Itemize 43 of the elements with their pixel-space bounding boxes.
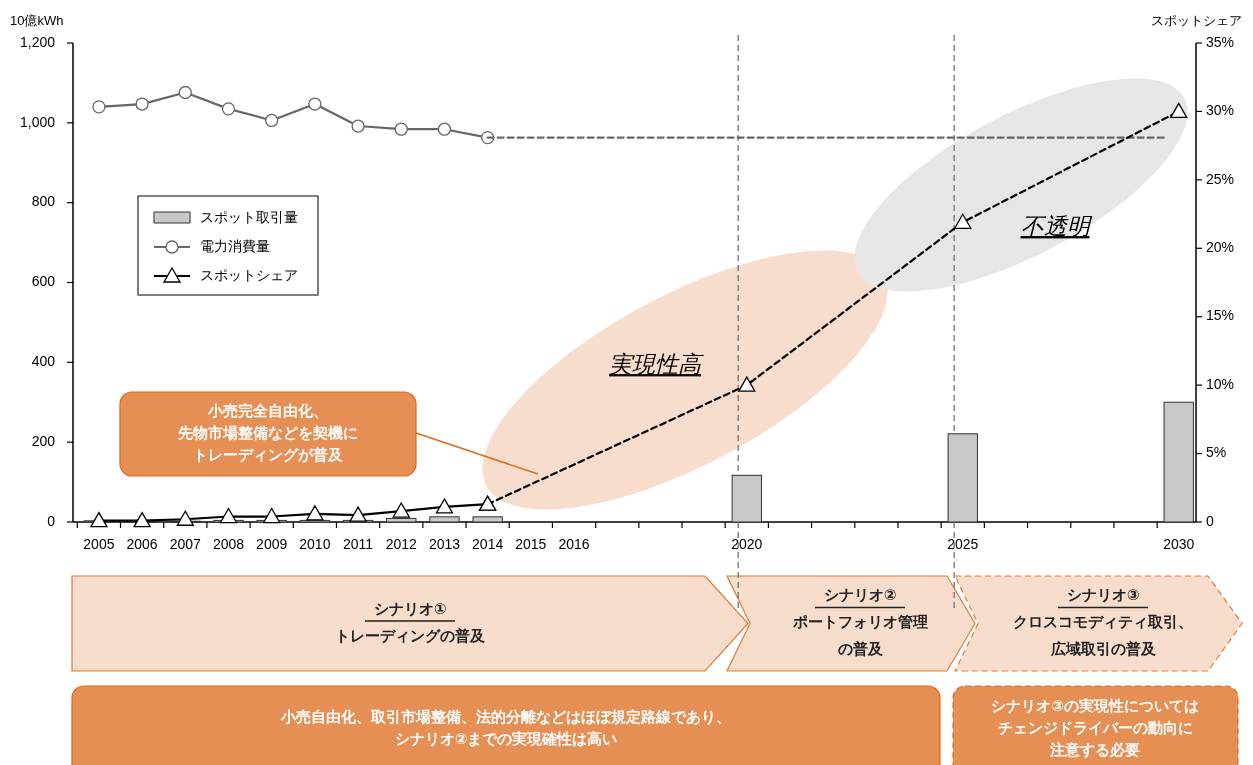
x-tick-label: 2006 bbox=[126, 535, 158, 552]
picture-arrow-scenario3: シナリオ③ クロスコモディティ取引、広域取引の普及 bbox=[954, 575, 1243, 672]
y2-tick-label: 30% bbox=[1206, 102, 1235, 119]
y2-tick-label: 20% bbox=[1206, 238, 1235, 255]
x-tick-label: 2011 bbox=[343, 535, 374, 552]
x-tick-label: 2020 bbox=[731, 535, 763, 552]
y-tick-label: 600 bbox=[31, 273, 56, 290]
x-tick-label: 2008 bbox=[212, 535, 245, 552]
legend-label: 電力消費量 bbox=[200, 237, 270, 254]
y2-axis-title: スポットシェア bbox=[1151, 13, 1242, 29]
x-tick-label: 2013 bbox=[428, 535, 461, 552]
legend-label: スポットシェア bbox=[200, 266, 298, 283]
y-axis-title: 10億kWh bbox=[10, 13, 64, 29]
x-tick-label: 2014 bbox=[472, 535, 504, 552]
x-tick-label: 2005 bbox=[83, 535, 115, 552]
y2-tick-label: 10% bbox=[1206, 375, 1235, 392]
x-tick-label: 2015 bbox=[515, 535, 547, 552]
annotation: 不透明 bbox=[1020, 213, 1093, 240]
x-tick-label: 2007 bbox=[169, 535, 202, 552]
y2-tick-label: 0 bbox=[1206, 512, 1214, 529]
y2-tick-label: 25% bbox=[1206, 170, 1235, 187]
y-tick-label: 1,000 bbox=[19, 113, 56, 130]
y-tick-label: 200 bbox=[31, 432, 56, 449]
annotation: 小売完全自由化、先物市場整備などを契機にトレーディングが普及 bbox=[177, 401, 358, 463]
x-tick-label: 2009 bbox=[256, 535, 288, 552]
note-box: シナリオ③の実現性についてはチェンジドライバーの動向に注意する必要 bbox=[952, 685, 1239, 765]
y-tick-label: 400 bbox=[31, 353, 56, 370]
x-tick-label: 2025 bbox=[947, 535, 979, 552]
y2-tick-label: 35% bbox=[1206, 33, 1235, 50]
x-tick-label: 2016 bbox=[558, 535, 590, 552]
legend-label: スポット取引量 bbox=[200, 208, 298, 225]
note-box: 小売自由化、取引市場整備、法的分離などはほぼ規定路線であり、シナリオ②までの実現確性は高い bbox=[71, 685, 941, 765]
y-tick-label: 800 bbox=[31, 193, 56, 210]
y-tick-label: 1,200 bbox=[19, 33, 56, 50]
x-tick-label: 2010 bbox=[299, 535, 331, 552]
y2-tick-label: 15% bbox=[1206, 307, 1235, 324]
x-tick-label: 2030 bbox=[1163, 535, 1195, 552]
y-tick-label: 0 bbox=[47, 512, 56, 529]
y2-tick-label: 5% bbox=[1206, 444, 1227, 461]
picture-arrow-scenario2: シナリオ② ポートフォリオ管理の普及 bbox=[726, 575, 976, 672]
callout: 小売完全自由化、先物市場整備などを契機にトレーディングが普及 bbox=[119, 391, 539, 477]
x-tick-label: 2012 bbox=[385, 535, 418, 552]
annotation: 実現性高 bbox=[609, 351, 704, 378]
